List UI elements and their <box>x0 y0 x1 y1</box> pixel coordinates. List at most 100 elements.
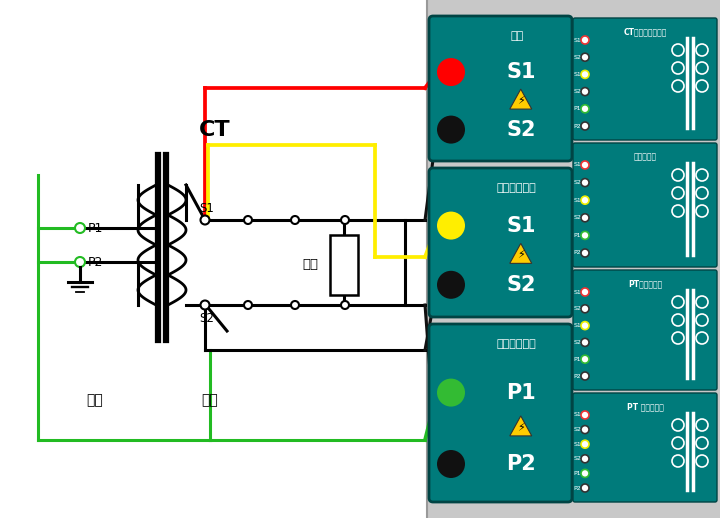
Bar <box>330 235 358 295</box>
Polygon shape <box>510 89 532 109</box>
Text: ⚡: ⚡ <box>517 423 525 433</box>
Circle shape <box>581 411 589 419</box>
Circle shape <box>581 161 589 169</box>
Text: 输出电压测量: 输出电压测量 <box>497 183 536 193</box>
Circle shape <box>581 322 589 329</box>
Text: S1: S1 <box>573 72 581 77</box>
FancyBboxPatch shape <box>573 143 717 267</box>
Circle shape <box>581 484 589 492</box>
Circle shape <box>581 53 589 61</box>
Text: S2: S2 <box>573 55 581 60</box>
Text: S1: S1 <box>573 163 581 167</box>
Text: 一次: 一次 <box>86 393 104 407</box>
FancyBboxPatch shape <box>429 16 572 161</box>
Text: 负载: 负载 <box>302 258 318 271</box>
Text: S1: S1 <box>573 442 581 447</box>
Text: ⚡: ⚡ <box>517 96 525 106</box>
Text: PT 变比接线图: PT 变比接线图 <box>626 402 663 411</box>
Text: S2: S2 <box>573 215 581 220</box>
Text: S1: S1 <box>573 412 581 418</box>
FancyBboxPatch shape <box>429 168 572 317</box>
Circle shape <box>581 122 589 130</box>
Text: P1: P1 <box>574 233 581 238</box>
Circle shape <box>581 455 589 463</box>
Circle shape <box>581 249 589 257</box>
Text: S1: S1 <box>506 215 536 236</box>
Text: CT: CT <box>199 120 231 140</box>
Circle shape <box>581 214 589 222</box>
Text: 感应电压测量: 感应电压测量 <box>497 339 536 349</box>
Text: P1: P1 <box>88 222 104 235</box>
Text: S1: S1 <box>573 37 581 42</box>
Text: P1: P1 <box>574 357 581 362</box>
Text: CT励磁变比接线图: CT励磁变比接线图 <box>624 27 667 36</box>
Text: P1: P1 <box>506 383 536 402</box>
Text: P2: P2 <box>88 255 104 268</box>
Circle shape <box>200 215 210 224</box>
Circle shape <box>581 105 589 113</box>
Circle shape <box>581 338 589 347</box>
Text: S2: S2 <box>573 306 581 311</box>
Circle shape <box>581 372 589 380</box>
Text: 负荷接线图: 负荷接线图 <box>634 152 657 161</box>
Text: P2: P2 <box>573 123 581 128</box>
Text: ⚡: ⚡ <box>517 250 525 261</box>
Circle shape <box>581 355 589 363</box>
Text: P2: P2 <box>506 454 536 474</box>
Text: S2: S2 <box>573 427 581 432</box>
Text: P2: P2 <box>573 485 581 491</box>
Circle shape <box>581 440 589 448</box>
Text: P1: P1 <box>574 106 581 111</box>
Circle shape <box>581 88 589 96</box>
Text: S1: S1 <box>199 202 215 214</box>
FancyBboxPatch shape <box>573 270 717 390</box>
Circle shape <box>75 257 85 267</box>
Circle shape <box>581 36 589 44</box>
Text: S1: S1 <box>573 290 581 295</box>
Text: 输出: 输出 <box>510 31 523 41</box>
Circle shape <box>291 301 299 309</box>
Text: P2: P2 <box>573 373 581 379</box>
Circle shape <box>581 179 589 186</box>
Circle shape <box>437 450 465 478</box>
Circle shape <box>437 379 465 407</box>
Polygon shape <box>510 243 532 263</box>
Text: S2: S2 <box>573 456 581 462</box>
Bar <box>427 0 720 518</box>
Circle shape <box>244 301 252 309</box>
Circle shape <box>581 196 589 204</box>
Circle shape <box>437 271 465 299</box>
FancyBboxPatch shape <box>573 393 717 502</box>
Circle shape <box>200 300 210 309</box>
Text: S2: S2 <box>199 312 215 325</box>
Circle shape <box>437 116 465 143</box>
Circle shape <box>437 58 465 86</box>
Circle shape <box>75 223 85 233</box>
Circle shape <box>581 469 589 478</box>
Circle shape <box>437 211 465 240</box>
Text: S2: S2 <box>573 180 581 185</box>
Polygon shape <box>510 416 532 436</box>
Circle shape <box>341 301 349 309</box>
Text: S2: S2 <box>506 275 536 295</box>
Circle shape <box>581 288 589 296</box>
Text: 二次: 二次 <box>202 393 218 407</box>
Circle shape <box>581 305 589 313</box>
Circle shape <box>581 426 589 434</box>
Text: S1: S1 <box>573 323 581 328</box>
FancyBboxPatch shape <box>573 18 717 140</box>
Text: S1: S1 <box>573 198 581 203</box>
Text: S2: S2 <box>573 340 581 345</box>
Circle shape <box>341 216 349 224</box>
Text: PT励磁接线图: PT励磁接线图 <box>628 279 662 288</box>
Text: P1: P1 <box>574 471 581 476</box>
Circle shape <box>581 70 589 78</box>
FancyBboxPatch shape <box>429 324 572 502</box>
Bar <box>0 0 427 518</box>
Text: P2: P2 <box>573 251 581 255</box>
Circle shape <box>244 216 252 224</box>
Text: S2: S2 <box>506 120 536 139</box>
Text: S2: S2 <box>573 89 581 94</box>
Circle shape <box>291 216 299 224</box>
Circle shape <box>581 232 589 239</box>
